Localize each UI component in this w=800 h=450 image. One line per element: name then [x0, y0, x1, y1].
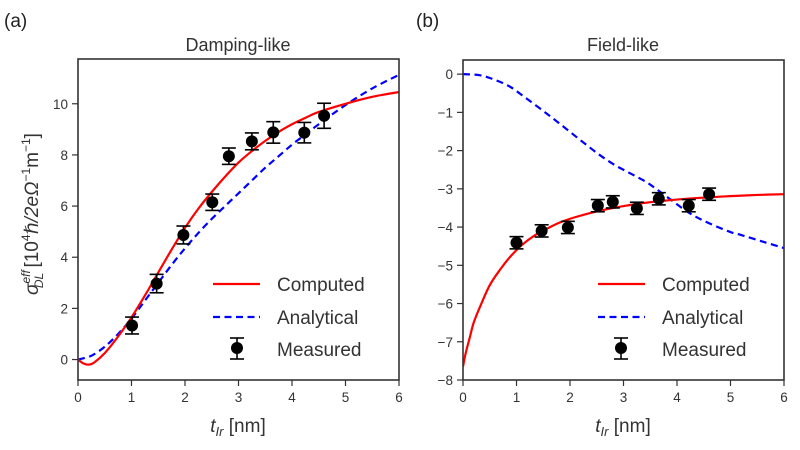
panel-b-legend: Computed Analytical Measured — [598, 275, 750, 361]
x-tick-label: 2 — [181, 390, 189, 405]
x-tick-label: 6 — [780, 390, 788, 405]
x-tick-label: 5 — [727, 390, 735, 405]
x-tick-label: 3 — [620, 390, 628, 405]
panel-a-axes-frame — [77, 58, 400, 381]
computed-curve — [78, 90, 399, 366]
y-axis-symbol: σ — [22, 282, 43, 295]
legend-measured-swatch — [230, 337, 244, 360]
measured-point — [560, 220, 575, 235]
y-axis-unit-m: m — [22, 152, 43, 168]
measured-point — [702, 187, 717, 202]
x-axis-var: t — [210, 416, 216, 437]
x-tick-label: 4 — [288, 390, 296, 405]
measured-point — [297, 121, 312, 144]
y-tick-label: 0 — [445, 67, 453, 82]
panel-b-x-axis-title: tIr [nm] — [595, 416, 650, 439]
x-axis-sub: Ir — [601, 424, 610, 439]
x-axis-unit: [nm] — [609, 416, 651, 437]
x-tick-label: 3 — [235, 390, 243, 405]
legend-computed-label: Computed — [662, 275, 750, 296]
x-tick-label: 0 — [459, 390, 467, 405]
x-tick-label: 1 — [128, 390, 136, 405]
y-tick-label: 4 — [60, 250, 68, 265]
measured-point — [509, 235, 524, 250]
panel-b-plot-area — [463, 73, 784, 367]
panel-b-tag: (b) — [416, 11, 439, 32]
x-tick-label: 2 — [566, 390, 574, 405]
y-tick-label: 10 — [53, 97, 68, 112]
y-tick-label: −1 — [438, 105, 453, 120]
measured-point — [266, 120, 281, 144]
x-axis-var: t — [595, 416, 601, 437]
measured-point — [149, 273, 164, 294]
y-axis-sup: eff — [19, 269, 33, 284]
x-tick-label: 1 — [513, 390, 521, 405]
x-tick-label: 5 — [342, 390, 350, 405]
measured-point — [244, 132, 259, 151]
x-tick-label: 4 — [673, 390, 681, 405]
y-axis-unit-post: ] — [22, 133, 43, 138]
y-axis-unit-exp2: −1 — [19, 168, 33, 182]
measured-point — [590, 198, 605, 213]
panel-a-x-axis-title: tIr [nm] — [210, 416, 265, 439]
y-tick-label: −7 — [438, 335, 453, 350]
computed-curve — [463, 193, 784, 367]
measured-point — [205, 193, 220, 212]
y-tick-label: −3 — [438, 182, 453, 197]
y-axis-unit-exp3: −1 — [19, 138, 33, 152]
panel-a: (a) Damping-like 0 1 2 3 4 5 6 0 2 4 6 8 10 tIr [nm]… — [4, 11, 403, 439]
legend-analytical-label: Analytical — [662, 308, 743, 329]
measured-point — [605, 194, 620, 209]
panel-a-ticks: 0 1 2 3 4 5 6 0 2 4 6 8 10 — [53, 97, 403, 405]
panel-a-tag: (a) — [4, 11, 27, 32]
legend-computed-label: Computed — [277, 275, 365, 296]
panel-a-plot-area — [78, 73, 399, 366]
legend-measured-label: Measured — [662, 340, 747, 361]
y-tick-label: −4 — [438, 220, 454, 235]
y-tick-label: 8 — [60, 148, 68, 163]
x-axis-sub: Ir — [216, 424, 225, 439]
panel-a-legend: Computed Analytical Measured — [213, 275, 365, 361]
measured-point — [681, 198, 696, 213]
y-axis-unit-mid: ℏ/2eΩ — [22, 182, 43, 235]
panel-b-ticks: 0 1 2 3 4 5 6 0 −1 −2 −3 −4 −5 −6 −7 −8 — [438, 67, 788, 405]
x-axis-unit: [nm] — [224, 416, 266, 437]
panel-b-axes-frame — [462, 59, 785, 381]
panel-b: (b) Field-like 0 1 2 3 4 5 60−1−2−3−4−5−6−7−8 … — [416, 11, 788, 439]
y-tick-label: 6 — [60, 199, 68, 214]
y-tick-label: −5 — [438, 258, 453, 273]
measured-point — [125, 316, 140, 335]
legend-measured-swatch — [614, 337, 628, 360]
measured-point — [629, 201, 644, 216]
y-axis-unit-pre: [10 — [22, 241, 43, 273]
y-tick-label: 2 — [60, 301, 68, 316]
measured-point — [221, 147, 236, 166]
measured-point — [317, 102, 332, 130]
panel-b-title: Field-like — [587, 35, 659, 55]
y-axis-sub: DL — [32, 273, 46, 288]
x-tick-label: 0 — [74, 390, 82, 405]
legend-analytical-label: Analytical — [277, 308, 358, 329]
panel-a-title: Damping-like — [185, 35, 290, 55]
measured-point — [651, 191, 666, 206]
measured-point — [176, 225, 191, 245]
panel-a-y-axis-title: σeffDL [104ℏ/2eΩ−1m−1] — [19, 133, 46, 295]
x-tick-label: 6 — [395, 390, 403, 405]
y-tick-label: −6 — [438, 297, 453, 312]
y-tick-label: 0 — [60, 353, 68, 368]
y-tick-label: −8 — [438, 373, 453, 388]
y-axis-unit-exp: 4 — [19, 234, 33, 241]
analytical-curve — [463, 73, 784, 250]
y-tick-label: −2 — [438, 144, 453, 159]
measured-point — [534, 223, 549, 238]
legend-measured-label: Measured — [277, 340, 362, 361]
